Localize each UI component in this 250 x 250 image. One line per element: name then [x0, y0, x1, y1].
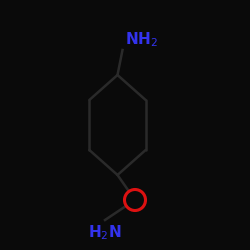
Text: H$_2$N: H$_2$N [88, 224, 121, 242]
Text: NH$_2$: NH$_2$ [125, 30, 158, 49]
